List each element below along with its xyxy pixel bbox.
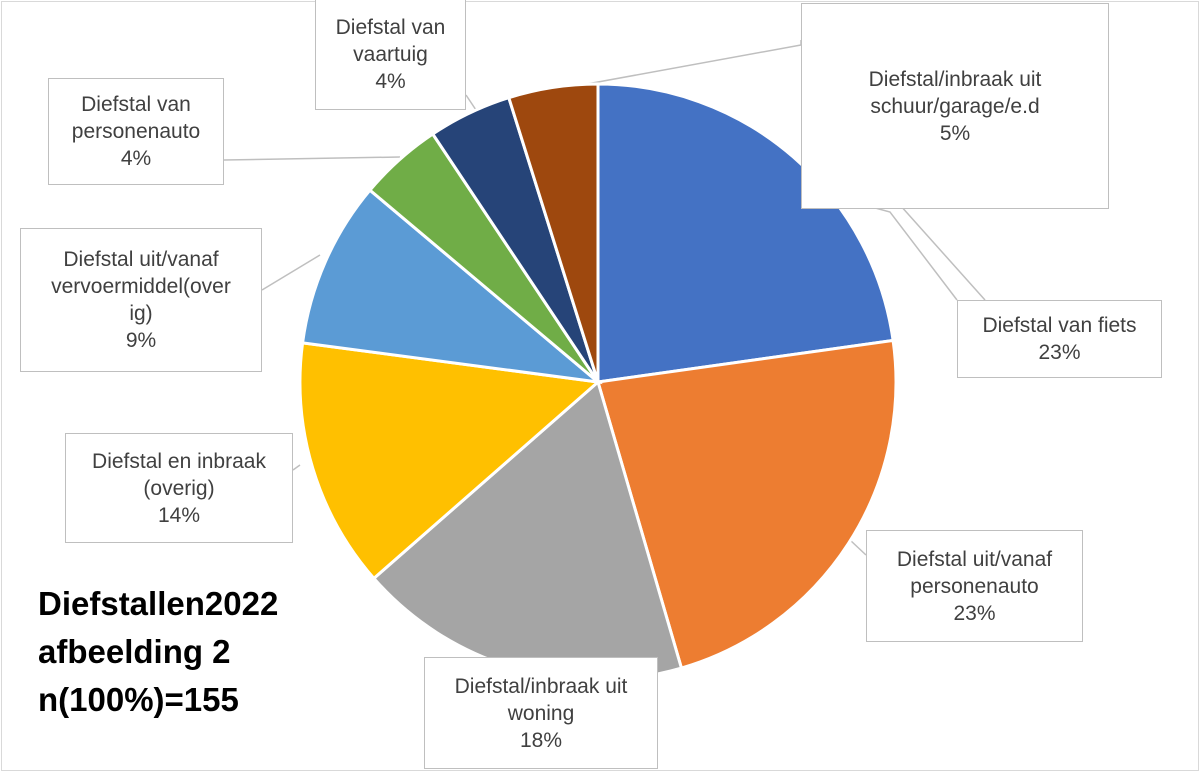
title-line-3: n(100%)=155 bbox=[38, 681, 239, 718]
title-line-2: afbeelding 2 bbox=[38, 633, 231, 670]
pie-slice-0 bbox=[596, 82, 895, 384]
pie-slice-3 bbox=[298, 341, 602, 581]
data-label-name: personenauto bbox=[910, 574, 1039, 598]
data-label-7: Diefstal/inbraak uit schuur/garage/e.d 5% bbox=[801, 3, 1109, 209]
pie-slice-1 bbox=[596, 338, 898, 670]
data-label-1: Diefstal uit/vanaf personenauto 23% bbox=[866, 530, 1083, 642]
pie-slice-7 bbox=[506, 82, 600, 383]
data-label-name: Diefstal en inbraak bbox=[92, 449, 266, 473]
data-label-name: woning bbox=[507, 701, 575, 725]
data-label-name: schuur/garage/e.d bbox=[870, 94, 1040, 118]
data-label-6: Diefstal van vaartuig 4% bbox=[315, 0, 466, 110]
leader-line-vervoermiddel bbox=[261, 254, 321, 291]
data-label-name: Diefstal uit/vanaf bbox=[63, 248, 219, 271]
data-label-4: Diefstal uit/vanaf vervoermiddel(over ig) 9… bbox=[20, 228, 262, 372]
leader-line-vaartuig bbox=[465, 94, 477, 111]
leader-line-fiets-2 bbox=[899, 204, 986, 301]
title-line-1: Diefstallen2022 bbox=[38, 585, 279, 622]
leader-line-overig bbox=[292, 464, 301, 471]
data-label-name: Diefstal van bbox=[335, 15, 446, 39]
data-label-name: (overig) bbox=[143, 476, 215, 500]
data-label-percent: 5% bbox=[939, 121, 971, 145]
data-label-percent: 23% bbox=[953, 601, 996, 625]
data-label-percent: 14% bbox=[157, 503, 201, 527]
data-label-percent: 18% bbox=[519, 728, 563, 752]
data-label-name: Diefstal/inbraak uit bbox=[454, 674, 628, 698]
data-label-0: Diefstal van fiets 23% bbox=[957, 300, 1162, 378]
data-label-percent: 9% bbox=[125, 329, 157, 352]
data-label-name: vaartuig bbox=[353, 42, 428, 66]
chart-title: Diefstallen2022 afbeelding 2 n(100%)=155 bbox=[38, 580, 278, 724]
data-label-name: Diefstal uit/vanaf bbox=[896, 547, 1053, 571]
data-label-percent: 4% bbox=[120, 147, 152, 170]
data-label-name: personenauto bbox=[71, 120, 201, 143]
data-label-name: Diefstal van fiets bbox=[982, 314, 1137, 337]
data-label-percent: 4% bbox=[375, 69, 406, 93]
data-label-name: ig) bbox=[129, 302, 153, 325]
pie-slice-4 bbox=[300, 188, 603, 385]
data-label-name: Diefstal van bbox=[81, 93, 191, 116]
data-label-name: Diefstal/inbraak uit bbox=[868, 67, 1042, 91]
data-label-3: Diefstal en inbraak (overig) 14% bbox=[65, 433, 293, 543]
leader-line-auto-uit bbox=[849, 539, 867, 556]
leader-line-schuur bbox=[564, 40, 802, 89]
leader-line-personenauto bbox=[223, 156, 401, 161]
data-label-5: Diefstal van personenauto 4% bbox=[48, 78, 224, 185]
data-label-percent: 23% bbox=[1038, 341, 1081, 364]
data-label-name: vervoermiddel(over bbox=[51, 275, 231, 298]
data-label-2: Diefstal/inbraak uit woning 18% bbox=[424, 657, 658, 769]
